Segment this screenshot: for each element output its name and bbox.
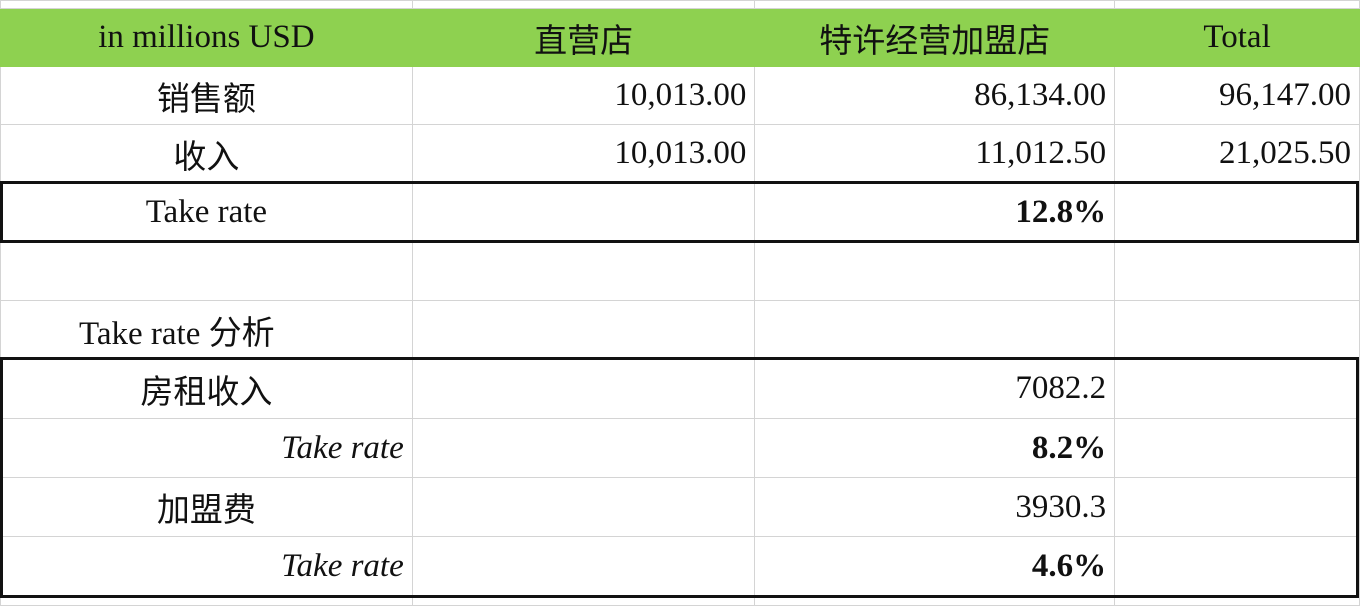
row-label[interactable]: Take rate <box>0 536 413 596</box>
cell[interactable] <box>1114 241 1360 301</box>
table-row: Take rate 8.2% <box>0 418 1360 478</box>
cell[interactable] <box>411 241 756 301</box>
row-label[interactable]: 销售额 <box>0 66 413 125</box>
cell[interactable]: 11,012.50 <box>754 124 1116 183</box>
cell[interactable] <box>411 182 756 242</box>
cell[interactable] <box>411 0 756 9</box>
cell[interactable] <box>754 300 1116 359</box>
cell[interactable] <box>1114 418 1360 478</box>
cell[interactable]: 7082.2 <box>754 358 1116 419</box>
cell[interactable] <box>0 0 413 9</box>
cell[interactable] <box>411 358 756 419</box>
cell[interactable] <box>754 595 1116 606</box>
analysis-title[interactable]: Take rate 分析 <box>0 300 413 359</box>
header-row: in millions USD 直营店 特许经营加盟店 Total <box>0 8 1360 67</box>
cell[interactable]: 3930.3 <box>754 477 1116 537</box>
cell[interactable] <box>1114 477 1360 537</box>
cell[interactable] <box>754 0 1116 9</box>
cell[interactable]: 4.6% <box>754 536 1116 596</box>
cell[interactable]: 8.2% <box>754 418 1116 478</box>
cell[interactable] <box>1114 358 1360 419</box>
row-label[interactable]: 收入 <box>0 124 413 183</box>
table-row: Take rate 12.8% <box>0 182 1360 242</box>
cell[interactable] <box>411 477 756 537</box>
cell[interactable] <box>1114 595 1360 606</box>
header-label[interactable]: in millions USD <box>0 8 413 67</box>
table-row: 加盟费 3930.3 <box>0 477 1360 537</box>
cell[interactable]: 10,013.00 <box>411 124 756 183</box>
header-total[interactable]: Total <box>1114 8 1360 67</box>
table-row: Take rate 4.6% <box>0 536 1360 596</box>
row-label[interactable]: Take rate <box>0 418 413 478</box>
cell[interactable] <box>0 595 413 606</box>
bottom-row <box>0 595 1360 606</box>
cell[interactable]: 10,013.00 <box>411 66 756 125</box>
table-row: 房租收入 7082.2 <box>0 358 1360 419</box>
top-row <box>0 0 1360 9</box>
cell[interactable] <box>411 418 756 478</box>
cell[interactable]: 21,025.50 <box>1114 124 1360 183</box>
cell[interactable]: 86,134.00 <box>754 66 1116 125</box>
analysis-title-row: Take rate 分析 <box>0 300 1360 359</box>
header-franchise-stores[interactable]: 特许经营加盟店 <box>754 8 1116 67</box>
cell[interactable] <box>1114 0 1360 9</box>
row-label[interactable]: 房租收入 <box>0 358 413 419</box>
cell[interactable] <box>411 300 756 359</box>
row-label[interactable]: Take rate <box>0 182 413 242</box>
cell[interactable] <box>0 241 413 301</box>
cell[interactable] <box>1114 182 1360 242</box>
cell[interactable] <box>411 595 756 606</box>
row-label[interactable]: 加盟费 <box>0 477 413 537</box>
table-row: 收入 10,013.00 11,012.50 21,025.50 <box>0 124 1360 183</box>
cell[interactable]: 96,147.00 <box>1114 66 1360 125</box>
table-row: 销售额 10,013.00 86,134.00 96,147.00 <box>0 66 1360 125</box>
cell[interactable] <box>1114 300 1360 359</box>
cell[interactable] <box>754 241 1116 301</box>
header-direct-stores[interactable]: 直营店 <box>411 8 756 67</box>
take-rate-value[interactable]: 12.8% <box>754 182 1116 242</box>
empty-row <box>0 241 1360 301</box>
cell[interactable] <box>411 536 756 596</box>
cell[interactable] <box>1114 536 1360 596</box>
